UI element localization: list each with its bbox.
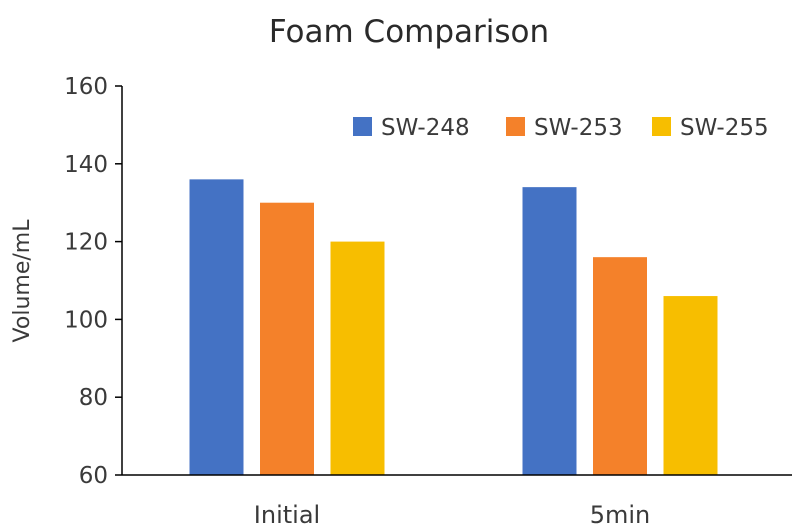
legend-label-sw-248: SW-248 [381, 115, 470, 141]
y-tick-label: 160 [64, 74, 108, 100]
y-tick-label: 140 [64, 152, 108, 178]
y-tick-label: 60 [79, 463, 108, 489]
y-tick-label: 100 [64, 307, 108, 333]
x-axis-categories: Initial 5min [254, 501, 650, 529]
chart-title: Foam Comparison [269, 14, 549, 50]
legend: SW-248 SW-253 SW-255 [353, 115, 769, 141]
bar-sw-248-5min [522, 187, 577, 475]
y-axis-ticks: 60 80 100 120 140 160 [64, 74, 122, 489]
x-category-label: Initial [254, 501, 320, 529]
y-tick-label: 120 [64, 230, 108, 256]
bar-sw-253-5min [593, 257, 647, 475]
legend-swatch-sw-253 [506, 117, 525, 136]
bar-sw-255-initial [330, 241, 385, 475]
bar-sw-255-5min [663, 296, 718, 475]
y-tick-label: 80 [79, 385, 108, 411]
bars [189, 179, 718, 476]
legend-label-sw-255: SW-255 [680, 115, 769, 141]
legend-label-sw-253: SW-253 [534, 115, 623, 141]
bar-sw-253-initial [260, 202, 314, 475]
x-category-label: 5min [590, 501, 651, 529]
y-axis-label: Volume/mL [10, 219, 35, 343]
bar-sw-248-initial [189, 179, 244, 476]
legend-swatch-sw-248 [353, 117, 372, 136]
legend-swatch-sw-255 [652, 117, 671, 136]
